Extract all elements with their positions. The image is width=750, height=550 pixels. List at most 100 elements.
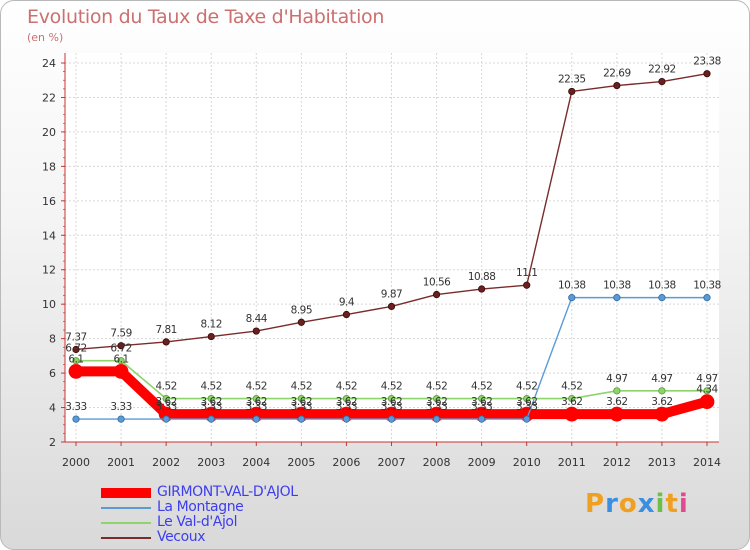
data-label: 3.33: [110, 401, 131, 413]
data-point: [72, 345, 80, 354]
data-label: 3.62: [426, 396, 447, 408]
data-label: 3.62: [606, 396, 627, 408]
data-label: 3.62: [201, 396, 222, 408]
legend-label: GIRMONT-VAL-D'AJOL: [157, 484, 298, 500]
x-tick-label: 2002: [152, 456, 180, 469]
data-label: 10.38: [693, 280, 721, 292]
data-point: [252, 394, 260, 403]
legend-swatch: [101, 521, 151, 524]
data-point: [703, 70, 711, 78]
logo-letter: o: [618, 489, 638, 519]
data-label: 10.38: [603, 280, 631, 292]
data-label: 23.38: [693, 56, 721, 68]
data-point: [478, 285, 486, 293]
data-label: 3.33: [291, 401, 312, 413]
y-tick-label: 20: [42, 126, 56, 139]
legend: GIRMONT-VAL-D'AJOL La Montagne Le Val-d'Aj…: [101, 484, 361, 545]
logo-letter: r: [605, 489, 619, 519]
data-label: 6.1: [113, 353, 128, 365]
data-point: [72, 357, 80, 365]
data-label: 3.33: [155, 401, 176, 413]
chart-unit: (en %): [27, 31, 64, 44]
x-tick-label: 2010: [513, 456, 541, 469]
legend-label: Le Val-d'Ajol: [157, 514, 238, 530]
data-label: 7.81: [155, 324, 176, 336]
logo-letter: x: [637, 489, 656, 519]
data-label: 22.35: [558, 73, 586, 85]
data-point: [207, 332, 215, 341]
data-point: [72, 415, 80, 423]
data-point: [523, 281, 531, 289]
data-label: 3.62: [651, 396, 672, 408]
data-label: 7.37: [65, 331, 86, 343]
data-label: 3.33: [426, 401, 447, 413]
data-point: [162, 338, 170, 346]
data-point: [613, 81, 621, 90]
x-tick-label: 2009: [468, 456, 496, 469]
logo-letter: i: [655, 489, 666, 519]
data-label: 4.97: [651, 373, 672, 385]
data-label: 4.52: [381, 381, 402, 393]
data-label: 3.62: [471, 396, 492, 408]
data-point: [68, 363, 84, 379]
data-label: 9.87: [381, 288, 402, 300]
legend-label: Vecoux: [157, 529, 206, 545]
data-point: [117, 415, 125, 423]
data-label: 10.88: [468, 271, 496, 283]
logo-letter: t: [665, 489, 679, 519]
legend-label: La Montagne: [157, 499, 244, 515]
data-label: 8.44: [246, 313, 268, 325]
logo-letter: i: [678, 489, 689, 519]
data-point: [613, 294, 621, 302]
data-label: 4.52: [336, 381, 357, 393]
data-point: [658, 78, 666, 86]
data-point: [699, 394, 715, 410]
data-point: [162, 394, 170, 403]
data-point: [387, 394, 396, 403]
y-tick-label: 18: [42, 160, 56, 173]
y-tick-label: 22: [42, 91, 56, 104]
data-label: 4.34: [696, 384, 718, 396]
x-tick-label: 2014: [693, 456, 721, 469]
data-point: [162, 415, 170, 423]
data-point: [387, 415, 396, 423]
data-label: 3.33: [201, 401, 222, 413]
data-point: [658, 387, 666, 395]
legend-item: GIRMONT-VAL-D'AJOL: [101, 484, 361, 500]
data-point: [207, 394, 215, 403]
x-tick-label: 2007: [378, 456, 406, 469]
data-point: [432, 290, 441, 299]
data-label: 6.72: [65, 343, 86, 355]
data-label: 3.62: [561, 396, 582, 408]
y-tick-label: 12: [42, 264, 56, 277]
data-label: 3.33: [516, 401, 537, 413]
data-point: [117, 342, 125, 350]
data-point: [297, 415, 305, 423]
data-point: [703, 294, 711, 302]
legend-swatch: [101, 487, 151, 498]
data-label: 7.59: [110, 328, 131, 340]
data-label: 3.62: [155, 396, 176, 408]
data-point: [252, 327, 260, 335]
legend-item: Vecoux: [101, 529, 361, 545]
x-tick-label: 2011: [558, 456, 586, 469]
x-tick-label: 2005: [287, 456, 315, 469]
data-point: [113, 363, 129, 379]
y-tick-label: 2: [49, 436, 56, 449]
x-tick-label: 2008: [423, 456, 451, 469]
legend-swatch: [101, 506, 151, 509]
data-point: [568, 87, 576, 96]
data-label: 3.62: [246, 396, 267, 408]
data-label: 3.62: [516, 396, 537, 408]
data-label: 4.52: [201, 381, 222, 393]
data-point: [297, 394, 305, 403]
logo-letter: P: [585, 489, 606, 519]
data-label: 10.38: [648, 280, 676, 292]
data-label: 3.33: [471, 401, 492, 413]
y-tick-label: 24: [42, 57, 56, 70]
data-label: 4.52: [426, 381, 447, 393]
x-tick-label: 2000: [62, 456, 90, 469]
data-point: [609, 406, 625, 422]
y-tick-label: 8: [49, 333, 56, 346]
